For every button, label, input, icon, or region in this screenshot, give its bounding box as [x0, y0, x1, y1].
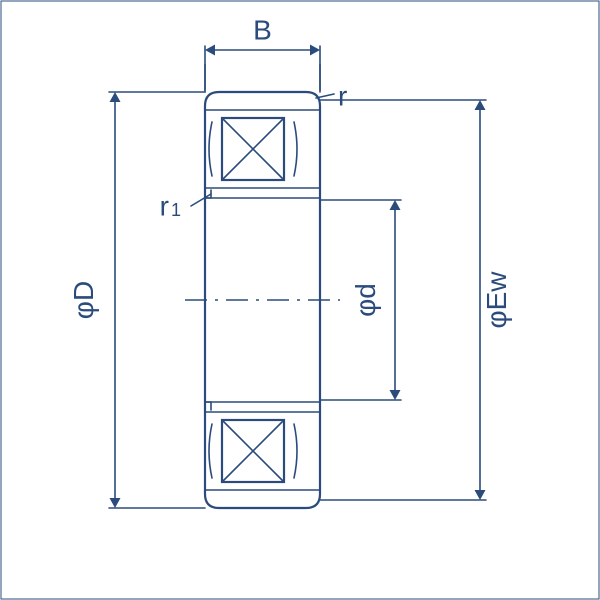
svg-text:φd: φd: [350, 283, 381, 317]
svg-text:1: 1: [171, 200, 181, 220]
svg-text:r: r: [338, 80, 347, 111]
svg-text:φEw: φEw: [481, 271, 512, 329]
svg-text:φD: φD: [68, 281, 99, 319]
svg-text:r: r: [160, 190, 169, 221]
bearing-diagram: Brr1φDφdφEw: [0, 0, 600, 600]
svg-text:B: B: [253, 14, 272, 45]
